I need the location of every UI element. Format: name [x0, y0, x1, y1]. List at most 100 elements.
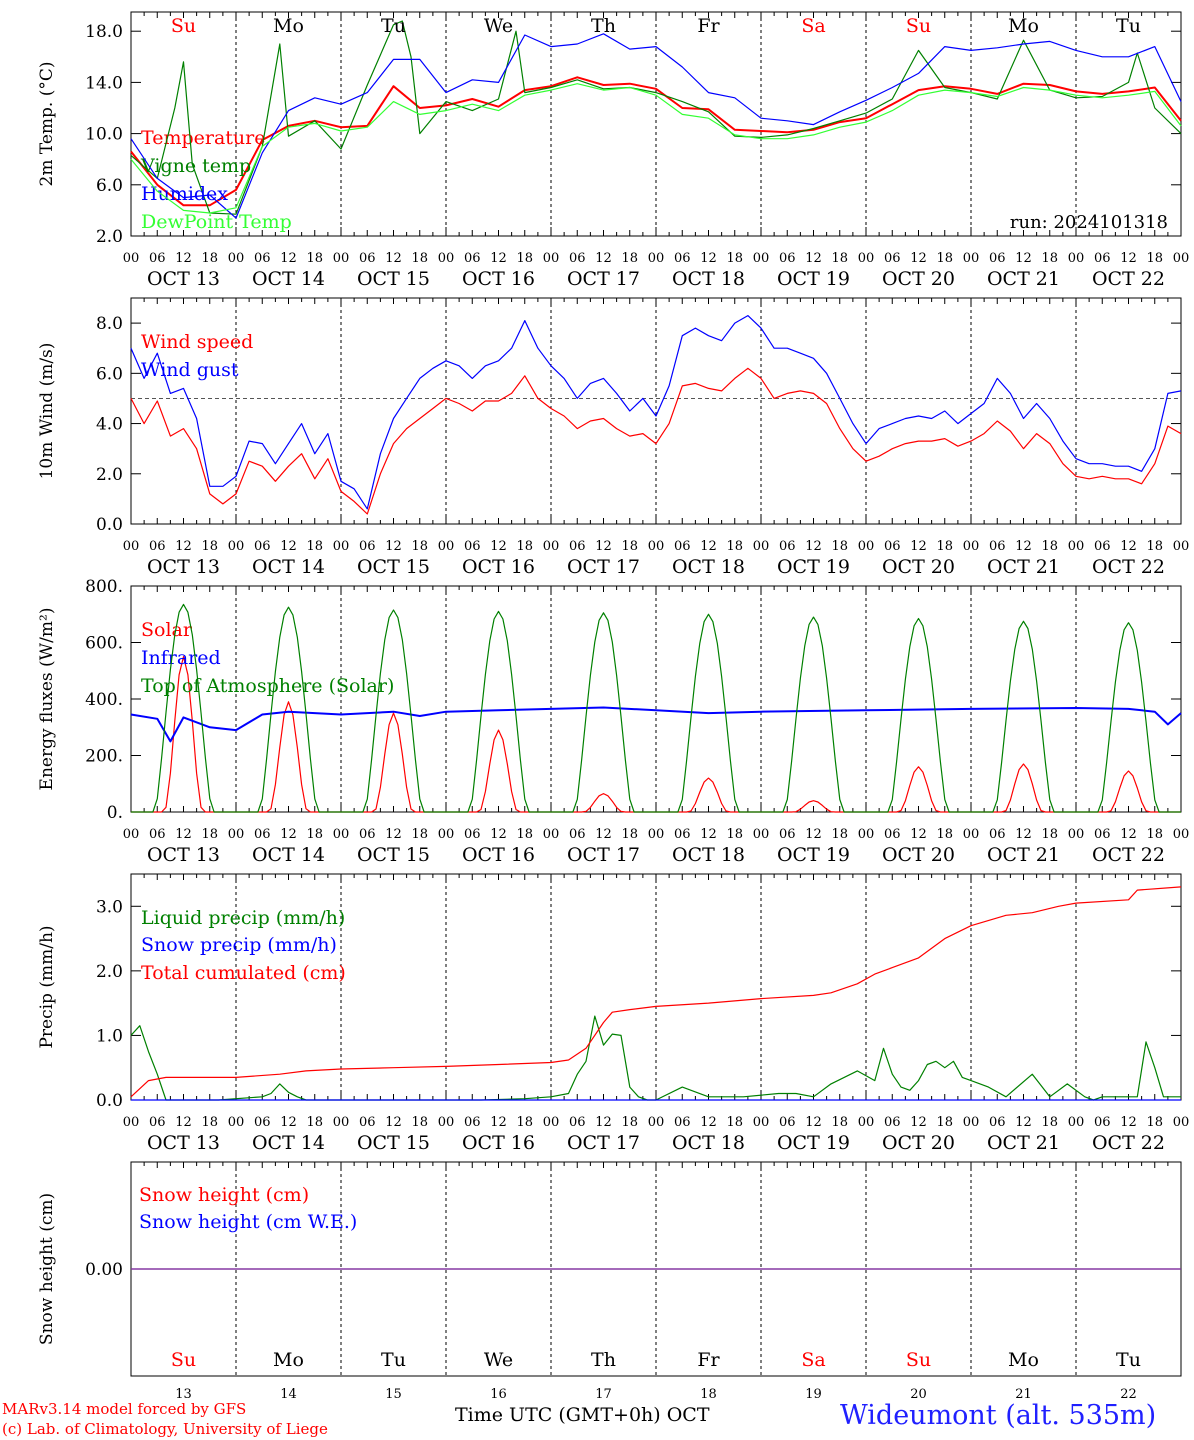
day-number-bottom: 20: [910, 1387, 927, 1402]
precip-hour-tick-label: 00: [753, 1115, 770, 1130]
wind-hour-tick-label: 18: [306, 539, 323, 554]
fluxes-date-label: OCT 15: [357, 844, 430, 866]
precip-hour-tick-label: 12: [1120, 1115, 1137, 1130]
fluxes-hour-tick-label: 18: [201, 827, 218, 842]
fluxes-y-tick-label: 800.: [85, 577, 123, 597]
temperature-y-tick-label: 2.0: [96, 227, 123, 247]
temperature-series-3: [130, 83, 1182, 214]
precip-hour-tick-label: 12: [805, 1115, 822, 1130]
precip-legend-2: Total cumulated (cm): [141, 962, 346, 984]
fluxes-date-label: OCT 18: [672, 844, 745, 866]
day-of-week-bottom: Su: [171, 1349, 196, 1371]
precip-date-label: OCT 20: [882, 1132, 955, 1154]
wind-hour-tick-label: 18: [831, 539, 848, 554]
fluxes-hour-tick-label: 18: [831, 827, 848, 842]
fluxes-hour-tick-label: 00: [648, 827, 665, 842]
precip-date-label: OCT 13: [147, 1132, 220, 1154]
precip-hour-tick-label: 06: [989, 1115, 1006, 1130]
temperature-hour-tick-label: 06: [884, 251, 901, 266]
temperature-hour-tick-label: 00: [963, 251, 980, 266]
precip-date-label: OCT 14: [252, 1132, 325, 1154]
precip-date-label: OCT 21: [987, 1132, 1060, 1154]
fluxes-hour-tick-label: 12: [175, 827, 192, 842]
wind-y-tick-label: 6.0: [96, 364, 123, 384]
wind-hour-tick-label: 06: [359, 539, 376, 554]
temperature-date-label: OCT 19: [777, 268, 850, 290]
fluxes-hour-tick-label: 18: [1146, 827, 1163, 842]
wind-y-axis-label: 10m Wind (m/s): [37, 343, 57, 480]
temperature-hour-tick-label: 06: [779, 251, 796, 266]
precip-hour-tick-label: 00: [1173, 1115, 1190, 1130]
fluxes-date-label: OCT 19: [777, 844, 850, 866]
wind-hour-tick-label: 06: [254, 539, 271, 554]
snow-y-axis-label: Snow height (cm): [37, 1193, 57, 1345]
precip-hour-tick-label: 18: [1041, 1115, 1058, 1130]
fluxes-hour-tick-label: 12: [280, 827, 297, 842]
fluxes-hour-tick-label: 06: [569, 827, 586, 842]
precip-hour-tick-label: 06: [254, 1115, 271, 1130]
temperature-hour-tick-label: 00: [1068, 251, 1085, 266]
fluxes-y-tick-label: 0.: [107, 803, 123, 823]
temperature-hour-tick-label: 00: [648, 251, 665, 266]
precip-y-tick-label: 2.0: [96, 962, 123, 982]
day-of-week-top: Sa: [801, 15, 825, 37]
wind-hour-tick-label: 00: [1068, 539, 1085, 554]
precip-hour-tick-label: 12: [910, 1115, 927, 1130]
temperature-date-label: OCT 16: [462, 268, 535, 290]
day-of-week-bottom: Fr: [697, 1349, 720, 1371]
fluxes-date-label: OCT 13: [147, 844, 220, 866]
precip-hour-tick-label: 12: [700, 1115, 717, 1130]
temperature-legend-2: Humidex: [141, 183, 228, 205]
temperature-hour-tick-label: 00: [438, 251, 455, 266]
day-of-week-bottom: Tu: [1116, 1349, 1141, 1371]
wind-hour-tick-label: 00: [333, 539, 350, 554]
temperature-hour-tick-label: 06: [569, 251, 586, 266]
day-number-bottom: 17: [595, 1387, 612, 1402]
precip-hour-tick-label: 06: [674, 1115, 691, 1130]
precip-hour-tick-label: 18: [936, 1115, 953, 1130]
precip-hour-tick-label: 12: [280, 1115, 297, 1130]
fluxes-hour-tick-label: 00: [333, 827, 350, 842]
day-of-week-bottom: Mo: [1008, 1349, 1039, 1371]
day-of-week-top: Th: [591, 15, 616, 37]
precip-hour-tick-label: 18: [201, 1115, 218, 1130]
wind-hour-tick-label: 12: [385, 539, 402, 554]
temperature-hour-tick-label: 18: [1041, 251, 1058, 266]
wind-hour-tick-label: 06: [569, 539, 586, 554]
fluxes-y-tick-label: 400.: [85, 690, 123, 710]
wind-hour-tick-label: 06: [779, 539, 796, 554]
fluxes-hour-tick-label: 06: [779, 827, 796, 842]
temperature-hour-tick-label: 06: [359, 251, 376, 266]
run-annotation: run: 2024101318: [1010, 212, 1168, 233]
day-number-bottom: 19: [805, 1387, 822, 1402]
precip-hour-tick-label: 00: [333, 1115, 350, 1130]
fluxes-date-label: OCT 17: [567, 844, 640, 866]
wind-hour-tick-label: 18: [936, 539, 953, 554]
precip-hour-tick-label: 00: [858, 1115, 875, 1130]
wind-date-label: OCT 22: [1092, 556, 1165, 578]
precip-date-label: OCT 16: [462, 1132, 535, 1154]
temperature-hour-tick-label: 18: [831, 251, 848, 266]
wind-hour-tick-label: 18: [516, 539, 533, 554]
fluxes-series-1: [130, 706, 1182, 743]
wind-date-label: OCT 15: [357, 556, 430, 578]
precip-hour-tick-label: 06: [779, 1115, 796, 1130]
day-number-bottom: 14: [280, 1387, 297, 1402]
time-axis-label: Time UTC (GMT+0h) OCT: [455, 1404, 710, 1426]
temperature-y-tick-label: 14.0: [85, 73, 123, 93]
day-number-bottom: 18: [700, 1387, 717, 1402]
wind-y-tick-label: 8.0: [96, 314, 123, 334]
fluxes-hour-tick-label: 12: [1120, 827, 1137, 842]
fluxes-hour-tick-label: 00: [1068, 827, 1085, 842]
day-of-week-top: We: [484, 15, 513, 37]
temperature-date-label: OCT 18: [672, 268, 745, 290]
temperature-hour-tick-label: 18: [201, 251, 218, 266]
fluxes-hour-tick-label: 00: [123, 827, 140, 842]
precip-hour-tick-label: 06: [149, 1115, 166, 1130]
temperature-hour-tick-label: 12: [1120, 251, 1137, 266]
precip-series-0: [130, 1015, 1181, 1101]
temperature-hour-tick-label: 18: [621, 251, 638, 266]
day-of-week-bottom: Mo: [273, 1349, 304, 1371]
wind-date-label: OCT 21: [987, 556, 1060, 578]
wind-hour-tick-label: 00: [1173, 539, 1190, 554]
